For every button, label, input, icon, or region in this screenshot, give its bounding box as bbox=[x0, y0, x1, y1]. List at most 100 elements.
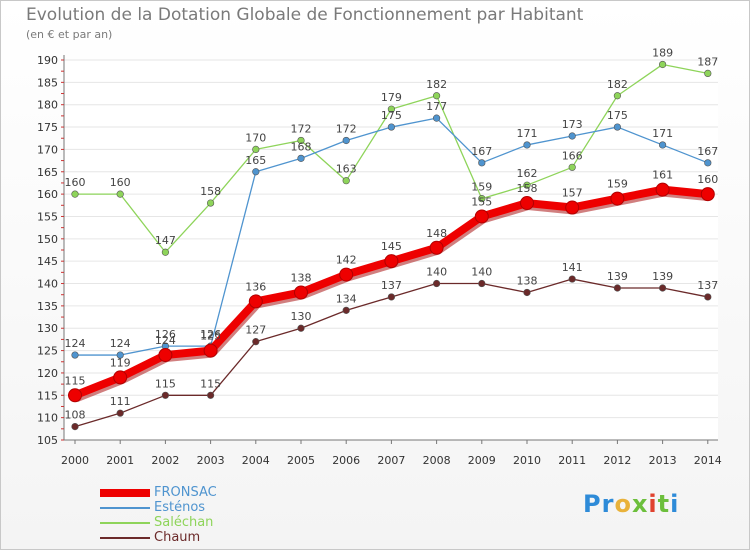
y-tick-label: 115 bbox=[37, 389, 58, 402]
estenos-data-label: 175 bbox=[607, 109, 628, 122]
estenos-data-label: 165 bbox=[245, 154, 266, 167]
y-tick-label: 160 bbox=[37, 188, 58, 201]
y-tick-label: 105 bbox=[37, 434, 58, 447]
estenos-point bbox=[523, 141, 531, 149]
chaum-point bbox=[342, 306, 350, 314]
plot-area bbox=[64, 60, 718, 440]
salechan-point bbox=[568, 163, 576, 171]
x-tick-label: 2013 bbox=[649, 454, 677, 467]
fronsac-point bbox=[429, 240, 444, 255]
fronsac-data-label: 159 bbox=[607, 178, 628, 191]
y-tick-label: 120 bbox=[37, 367, 58, 380]
x-tick-label: 2014 bbox=[694, 454, 722, 467]
chart-title: Evolution de la Dotation Globale de Fonc… bbox=[26, 5, 584, 25]
legend-swatch bbox=[100, 488, 150, 497]
x-tick-label: 2010 bbox=[513, 454, 541, 467]
y-tick-label: 170 bbox=[37, 143, 58, 156]
estenos-point bbox=[568, 132, 576, 140]
fronsac-data-label: 142 bbox=[336, 254, 357, 267]
chaum-point bbox=[704, 293, 712, 301]
fronsac-data-label: 157 bbox=[562, 187, 583, 200]
estenos-point bbox=[433, 114, 441, 122]
legend-swatch bbox=[100, 506, 150, 509]
salechan-point bbox=[161, 248, 169, 256]
estenos-point bbox=[387, 123, 396, 131]
fronsac-data-label: 124 bbox=[155, 334, 176, 347]
estenos-data-label: 167 bbox=[697, 145, 718, 158]
chaum-data-label: 139 bbox=[607, 270, 628, 283]
salechan-data-label: 170 bbox=[245, 131, 266, 144]
fronsac-point bbox=[700, 187, 715, 202]
legend-item-estenos: Esténos bbox=[100, 500, 300, 515]
salechan-point bbox=[478, 194, 486, 203]
chaum-point bbox=[387, 293, 396, 301]
legend-label: Saléchan bbox=[154, 515, 214, 530]
fronsac-data-label: 160 bbox=[697, 173, 718, 186]
y-tick-label: 190 bbox=[37, 54, 58, 67]
chaum-point bbox=[116, 409, 124, 417]
salechan-data-label: 147 bbox=[155, 234, 176, 247]
fronsac-point bbox=[610, 191, 625, 206]
salechan-point bbox=[342, 177, 350, 185]
x-tick-label: 2002 bbox=[151, 454, 179, 467]
fronsac-point bbox=[203, 343, 218, 358]
estenos-point bbox=[297, 154, 305, 162]
legend-swatch bbox=[100, 536, 150, 539]
salechan-data-label: 182 bbox=[426, 78, 447, 91]
salechan-data-label: 189 bbox=[652, 46, 673, 59]
estenos-data-label: 172 bbox=[336, 122, 357, 135]
salechan-data-label: 163 bbox=[336, 163, 357, 176]
x-tick-label: 2000 bbox=[61, 454, 89, 467]
salechan-point bbox=[71, 190, 79, 198]
estenos-point bbox=[342, 136, 350, 145]
salechan-point bbox=[252, 145, 260, 154]
fronsac-point bbox=[294, 285, 308, 300]
y-tick-label: 180 bbox=[37, 99, 58, 112]
y-tick-label: 175 bbox=[37, 121, 58, 134]
fronsac-point bbox=[520, 196, 534, 211]
chaum-data-label: 115 bbox=[155, 377, 176, 390]
chaum-point bbox=[433, 279, 441, 288]
chaum-data-label: 111 bbox=[110, 395, 131, 408]
x-tick-label: 2011 bbox=[558, 454, 586, 467]
y-tick-label: 165 bbox=[37, 166, 58, 179]
salechan-data-label: 162 bbox=[517, 167, 538, 180]
chaum-data-label: 141 bbox=[562, 261, 583, 274]
fronsac-data-label: 161 bbox=[652, 169, 673, 182]
y-tick-label: 185 bbox=[37, 76, 58, 89]
x-tick-label: 2005 bbox=[287, 454, 315, 467]
estenos-point bbox=[704, 159, 712, 167]
fronsac-point bbox=[113, 370, 128, 385]
estenos-point bbox=[116, 351, 124, 359]
estenos-data-label: 177 bbox=[426, 100, 447, 113]
fronsac-data-label: 145 bbox=[381, 240, 402, 253]
legend: FRONSAC Esténos Saléchan Chaum bbox=[100, 485, 300, 545]
estenos-data-label: 175 bbox=[381, 109, 402, 122]
chaum-data-label: 137 bbox=[697, 279, 718, 292]
salechan-point bbox=[297, 136, 305, 145]
x-tick-label: 2012 bbox=[603, 454, 631, 467]
legend-label: Esténos bbox=[154, 500, 206, 515]
estenos-data-label: 171 bbox=[652, 127, 673, 140]
salechan-data-label: 187 bbox=[697, 55, 718, 68]
salechan-data-label: 172 bbox=[291, 122, 312, 135]
salechan-point bbox=[523, 181, 531, 189]
fronsac-data-label: 119 bbox=[110, 356, 131, 369]
legend-label: Chaum bbox=[154, 530, 201, 545]
legend-label: FRONSAC bbox=[154, 485, 217, 500]
fronsac-point bbox=[68, 388, 82, 403]
fronsac-data-label: 148 bbox=[426, 227, 447, 240]
fronsac-point bbox=[474, 209, 489, 224]
y-tick-label: 110 bbox=[37, 412, 58, 425]
legend-item-fronsac: FRONSAC bbox=[100, 485, 300, 500]
y-tick-label: 130 bbox=[37, 322, 58, 335]
x-tick-label: 2001 bbox=[106, 454, 134, 467]
chaum-data-label: 127 bbox=[245, 324, 266, 337]
fronsac-point bbox=[158, 348, 173, 363]
chaum-point bbox=[297, 324, 305, 332]
chaum-data-label: 140 bbox=[471, 266, 492, 279]
salechan-point bbox=[704, 69, 712, 78]
legend-item-salechan: Saléchan bbox=[100, 515, 300, 530]
fronsac-point bbox=[384, 254, 399, 269]
y-tick-label: 140 bbox=[37, 278, 58, 291]
